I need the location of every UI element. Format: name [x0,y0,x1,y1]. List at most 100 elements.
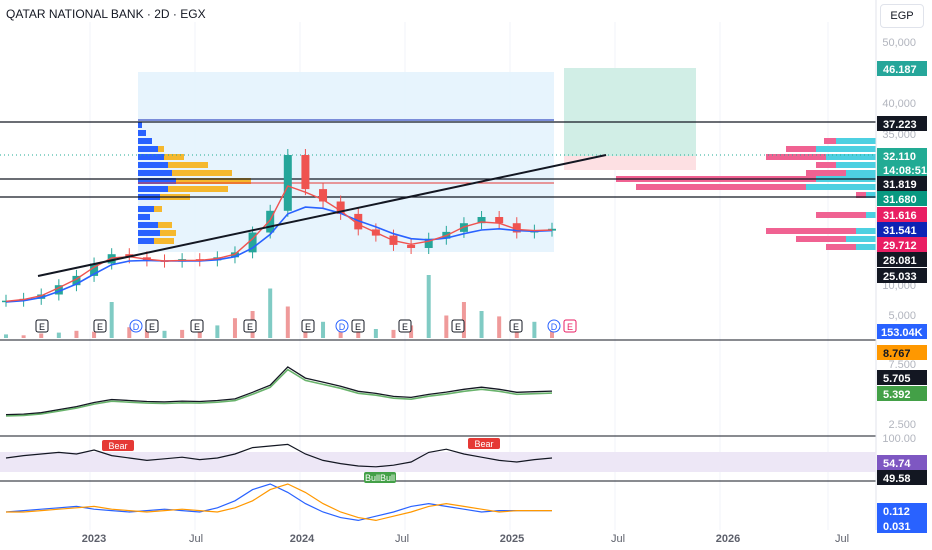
volume-bar-6 [109,302,114,338]
candle-body-5 [90,263,99,276]
rsi-label-bg-0 [877,455,927,470]
event-marker-9: E [402,322,408,332]
event-marker-10: E [455,322,461,332]
candle-body-18 [319,189,328,202]
event-marker-0: E [39,322,45,332]
price-label-bg-1 [877,116,927,131]
price-label-7: 31.541 [883,225,917,237]
candle-body-16 [283,155,292,211]
profile-left-gold-14 [154,238,174,244]
profile-right-cyan-6 [806,184,876,190]
horizontal-levels [0,119,876,198]
event-marker-bg-12 [547,319,561,333]
profile-right-pink-6 [636,184,806,190]
event-marker-13: E [567,322,573,332]
volume-bar-4 [74,330,79,338]
profile-left-gold-13 [160,230,176,236]
candle-body-23 [407,244,416,248]
profile-left-blue-1 [138,130,146,136]
profile-left-blue-12 [138,222,158,228]
volume-label-bg [877,324,927,339]
profile-right-pink-3 [816,162,836,168]
time-label-5: Jul [611,533,625,545]
event-marker-bg-7 [335,319,349,333]
indicator-line [5,366,553,416]
event-marker-4: E [194,322,200,332]
volume-bar-27 [479,311,484,338]
volume-bar-25 [444,315,449,338]
time-label-0: 2023 [82,533,106,545]
candle-body-24 [424,238,433,248]
volume-bar-26 [461,302,466,338]
rsi-line [5,443,553,468]
currency-button[interactable]: EGP [880,4,924,28]
stop-zone [564,156,696,170]
profile-left-blue-7 [138,178,176,184]
candle-body-14 [248,232,257,253]
event-marker-5: E [247,322,253,332]
event-marker-12: D [551,322,558,332]
price-label-bg-8 [877,237,927,252]
volume-bar-30 [532,321,537,338]
rsi-pane: Bear Bear BullBull [5,438,553,483]
profile-left-blue-3 [138,146,158,152]
candle-body-17 [301,155,310,190]
price-tick-5: 5,000 [888,310,916,322]
rsi-label-bg-1 [877,470,927,485]
volume-label: 153.04K [881,327,923,339]
price-label-bg-4 [877,176,927,191]
price-tick-0: 50,000 [882,37,916,49]
profile-right-pink-11 [826,244,856,250]
profile-left-blue-8 [138,186,168,192]
time-label-3: Jul [395,533,409,545]
price-label-1: 37.223 [883,119,917,131]
event-marker-bg-6 [301,319,315,333]
price-label-bg-7 [877,222,927,237]
profile-right-pink-8 [816,212,866,218]
indicator-label-0: 8.767 [883,348,911,360]
time-label-4: 2025 [500,533,524,545]
profile-right-cyan-9 [856,228,876,234]
event-marker-bg-11 [509,319,523,333]
volume-bar-11 [197,328,202,338]
profile-right-cyan-10 [846,236,876,242]
macd-label-bg-1 [877,518,927,533]
profile-right-pink-10 [796,236,846,242]
time-axis[interactable]: 2023 Jul 2024 Jul 2025 Jul 2026 Jul [82,533,849,545]
volume-bar-24 [426,275,431,338]
macd-pane [5,483,552,522]
time-label-6: 2026 [716,533,740,545]
indicator-label-bg-1 [877,370,927,385]
candle-body-29 [512,223,521,233]
event-marker-bg-1 [93,319,107,333]
rsi-label-1: 49.58 [883,473,911,485]
profile-left-blue-14 [138,238,154,244]
rsi-badge-bg-0 [102,440,134,451]
price-label-5: 31.680 [883,194,917,206]
volume-bar-12 [215,325,220,338]
profile-right-cyan-8 [866,212,876,218]
profile-left-gold-6 [172,170,232,176]
rsi-badge-0: Bear [108,441,127,451]
price-label-10: 25.033 [883,271,917,283]
price-label-bg-3 [877,162,927,177]
profile-left-gold-7 [176,178,251,184]
profile-right-pink-2 [766,154,826,160]
event-marker-bg-13 [563,319,577,333]
profile-right-pink-1 [786,146,816,152]
indicator-label-bg-2 [877,386,927,401]
event-marker-3: E [149,322,155,332]
macd-label-bg-0 [877,503,927,518]
trend-line[interactable] [37,154,607,277]
volume-bar-18 [321,321,326,338]
volume-bar-3 [56,332,61,338]
volume-bar-13 [232,318,237,338]
price-tick-2: 40,000 [882,98,916,110]
profile-right-cyan-3 [836,162,876,168]
price-label-6: 31.616 [883,210,917,222]
profile-left-blue-0 [138,122,142,128]
candle-body-20 [354,213,363,230]
price-label-bg-5 [877,191,927,206]
price-label-4: 31.819 [883,179,917,191]
